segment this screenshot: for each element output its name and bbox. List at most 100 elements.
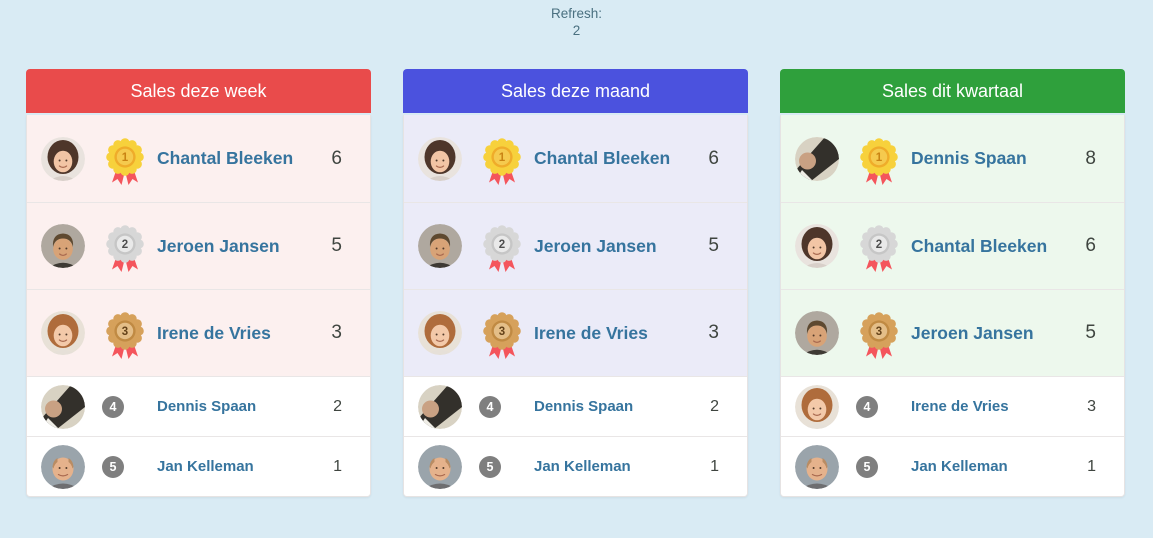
panel-title: Sales deze week: [26, 69, 371, 113]
panel-title: Sales dit kwartaal: [780, 69, 1125, 113]
person-name: Chantal Bleeken: [157, 148, 294, 168]
rank-badge: 4: [856, 395, 878, 418]
svg-text:1: 1: [122, 152, 129, 164]
leaderboard-row: 5 Jan Kelleman 1: [27, 436, 370, 496]
person-name: Jan Kelleman: [157, 458, 254, 475]
avatar-dennis: [41, 384, 85, 429]
panel-title: Sales deze maand: [403, 69, 748, 113]
svg-text:3: 3: [122, 326, 128, 338]
medal-gold-icon: 1: [102, 137, 148, 188]
panel-rows: 1 Dennis Spaan 8 2 Chantal Bleeken 6: [780, 115, 1125, 497]
medal-bronze-icon: 3: [856, 312, 902, 362]
rank-indicator: 4: [479, 395, 525, 418]
person-name: Dennis Spaan: [911, 148, 1027, 168]
person-name: Jan Kelleman: [534, 458, 631, 475]
avatar-jan: [795, 444, 839, 489]
score-value: 3: [1087, 397, 1096, 415]
svg-text:3: 3: [499, 326, 505, 338]
leaderboard-row: 4 Dennis Spaan 2: [27, 376, 370, 436]
avatar-dennis: [795, 136, 839, 181]
leaderboard-row: 1 Dennis Spaan 8: [781, 115, 1124, 202]
person-name: Chantal Bleeken: [534, 148, 671, 168]
score-value: 6: [331, 147, 342, 169]
leaderboard-panel: Sales dit kwartaal 1 Dennis Spaan 8: [780, 69, 1125, 497]
avatar-irene: [795, 384, 839, 429]
medal-bronze-icon: 3: [479, 312, 525, 362]
svg-text:2: 2: [876, 239, 882, 251]
svg-text:1: 1: [499, 152, 506, 164]
refresh-label: Refresh:: [550, 6, 603, 21]
svg-text:2: 2: [122, 239, 128, 251]
svg-text:2: 2: [499, 239, 505, 251]
leaderboard-row: 4 Irene de Vries 3: [781, 376, 1124, 436]
score-value: 6: [1085, 235, 1096, 256]
leaderboard-row: 3 Irene de Vries 3: [404, 289, 747, 376]
panel-rows: 1 Chantal Bleeken 6 2 Jeroen Jansen 5: [403, 115, 748, 497]
avatar-jan: [418, 444, 462, 489]
score-value: 6: [708, 147, 719, 169]
rank-badge: 5: [102, 455, 124, 478]
rank-badge: 5: [856, 455, 878, 478]
score-value: 3: [708, 322, 719, 343]
person-name: Jan Kelleman: [911, 458, 1008, 475]
score-value: 1: [333, 457, 342, 475]
avatar-chantal: [41, 136, 85, 181]
score-value: 5: [1085, 322, 1096, 343]
leaderboard-row: 2 Chantal Bleeken 6: [781, 202, 1124, 289]
score-value: 8: [1085, 147, 1096, 169]
person-name: Chantal Bleeken: [911, 235, 1048, 256]
avatar-dennis: [418, 384, 462, 429]
rank-badge: 4: [102, 395, 124, 418]
leaderboard-row: 3 Irene de Vries 3: [27, 289, 370, 376]
avatar-chantal: [795, 224, 839, 268]
medal-gold-icon: 1: [856, 137, 902, 188]
panel-rows: 1 Chantal Bleeken 6 2 Jeroen Jansen 5: [26, 115, 371, 497]
score-value: 2: [710, 397, 719, 415]
score-value: 1: [1087, 457, 1096, 475]
svg-text:1: 1: [876, 152, 883, 164]
leaderboard-row: 1 Chantal Bleeken 6: [27, 115, 370, 202]
refresh-value: 2: [572, 23, 581, 38]
avatar-irene: [41, 311, 85, 355]
person-name: Dennis Spaan: [157, 398, 257, 415]
leaderboard-panel: Sales deze week 1 Chantal Bleeken 6: [26, 69, 371, 497]
leaderboard-row: 2 Jeroen Jansen 5: [404, 202, 747, 289]
score-value: 3: [331, 322, 342, 343]
leaderboard-row: 3 Jeroen Jansen 5: [781, 289, 1124, 376]
rank-indicator: 5: [856, 455, 902, 478]
person-name: Jeroen Jansen: [911, 322, 1034, 343]
rank-badge: 4: [479, 395, 501, 418]
avatar-irene: [418, 311, 462, 355]
svg-text:3: 3: [876, 326, 882, 338]
medal-silver-icon: 2: [479, 225, 525, 275]
score-value: 5: [331, 235, 342, 256]
leaderboard-panel: Sales deze maand 1 Chantal Bleeken 6: [403, 69, 748, 497]
rank-indicator: 4: [856, 395, 902, 418]
leaderboards: Sales deze week 1 Chantal Bleeken 6: [0, 69, 1153, 497]
person-name: Irene de Vries: [911, 398, 1009, 415]
leaderboard-row: 2 Jeroen Jansen 5: [27, 202, 370, 289]
medal-gold-icon: 1: [479, 137, 525, 188]
refresh-status: Refresh: 2: [0, 0, 1153, 39]
leaderboard-row: 5 Jan Kelleman 1: [404, 436, 747, 496]
avatar-chantal: [418, 136, 462, 181]
leaderboard-row: 5 Jan Kelleman 1: [781, 436, 1124, 496]
avatar-jeroen: [418, 224, 462, 268]
person-name: Dennis Spaan: [534, 398, 634, 415]
page: Refresh: 2 Sales deze week 1 Chantal Ble…: [0, 0, 1153, 497]
rank-indicator: 5: [479, 455, 525, 478]
person-name: Irene de Vries: [157, 322, 271, 343]
avatar-jeroen: [795, 311, 839, 355]
rank-badge: 5: [479, 455, 501, 478]
medal-bronze-icon: 3: [102, 312, 148, 362]
rank-indicator: 5: [102, 455, 148, 478]
medal-silver-icon: 2: [856, 225, 902, 275]
score-value: 1: [710, 457, 719, 475]
avatar-jan: [41, 444, 85, 489]
person-name: Jeroen Jansen: [534, 235, 657, 256]
person-name: Irene de Vries: [534, 322, 648, 343]
medal-silver-icon: 2: [102, 225, 148, 275]
leaderboard-row: 1 Chantal Bleeken 6: [404, 115, 747, 202]
score-value: 5: [708, 235, 719, 256]
rank-indicator: 4: [102, 395, 148, 418]
